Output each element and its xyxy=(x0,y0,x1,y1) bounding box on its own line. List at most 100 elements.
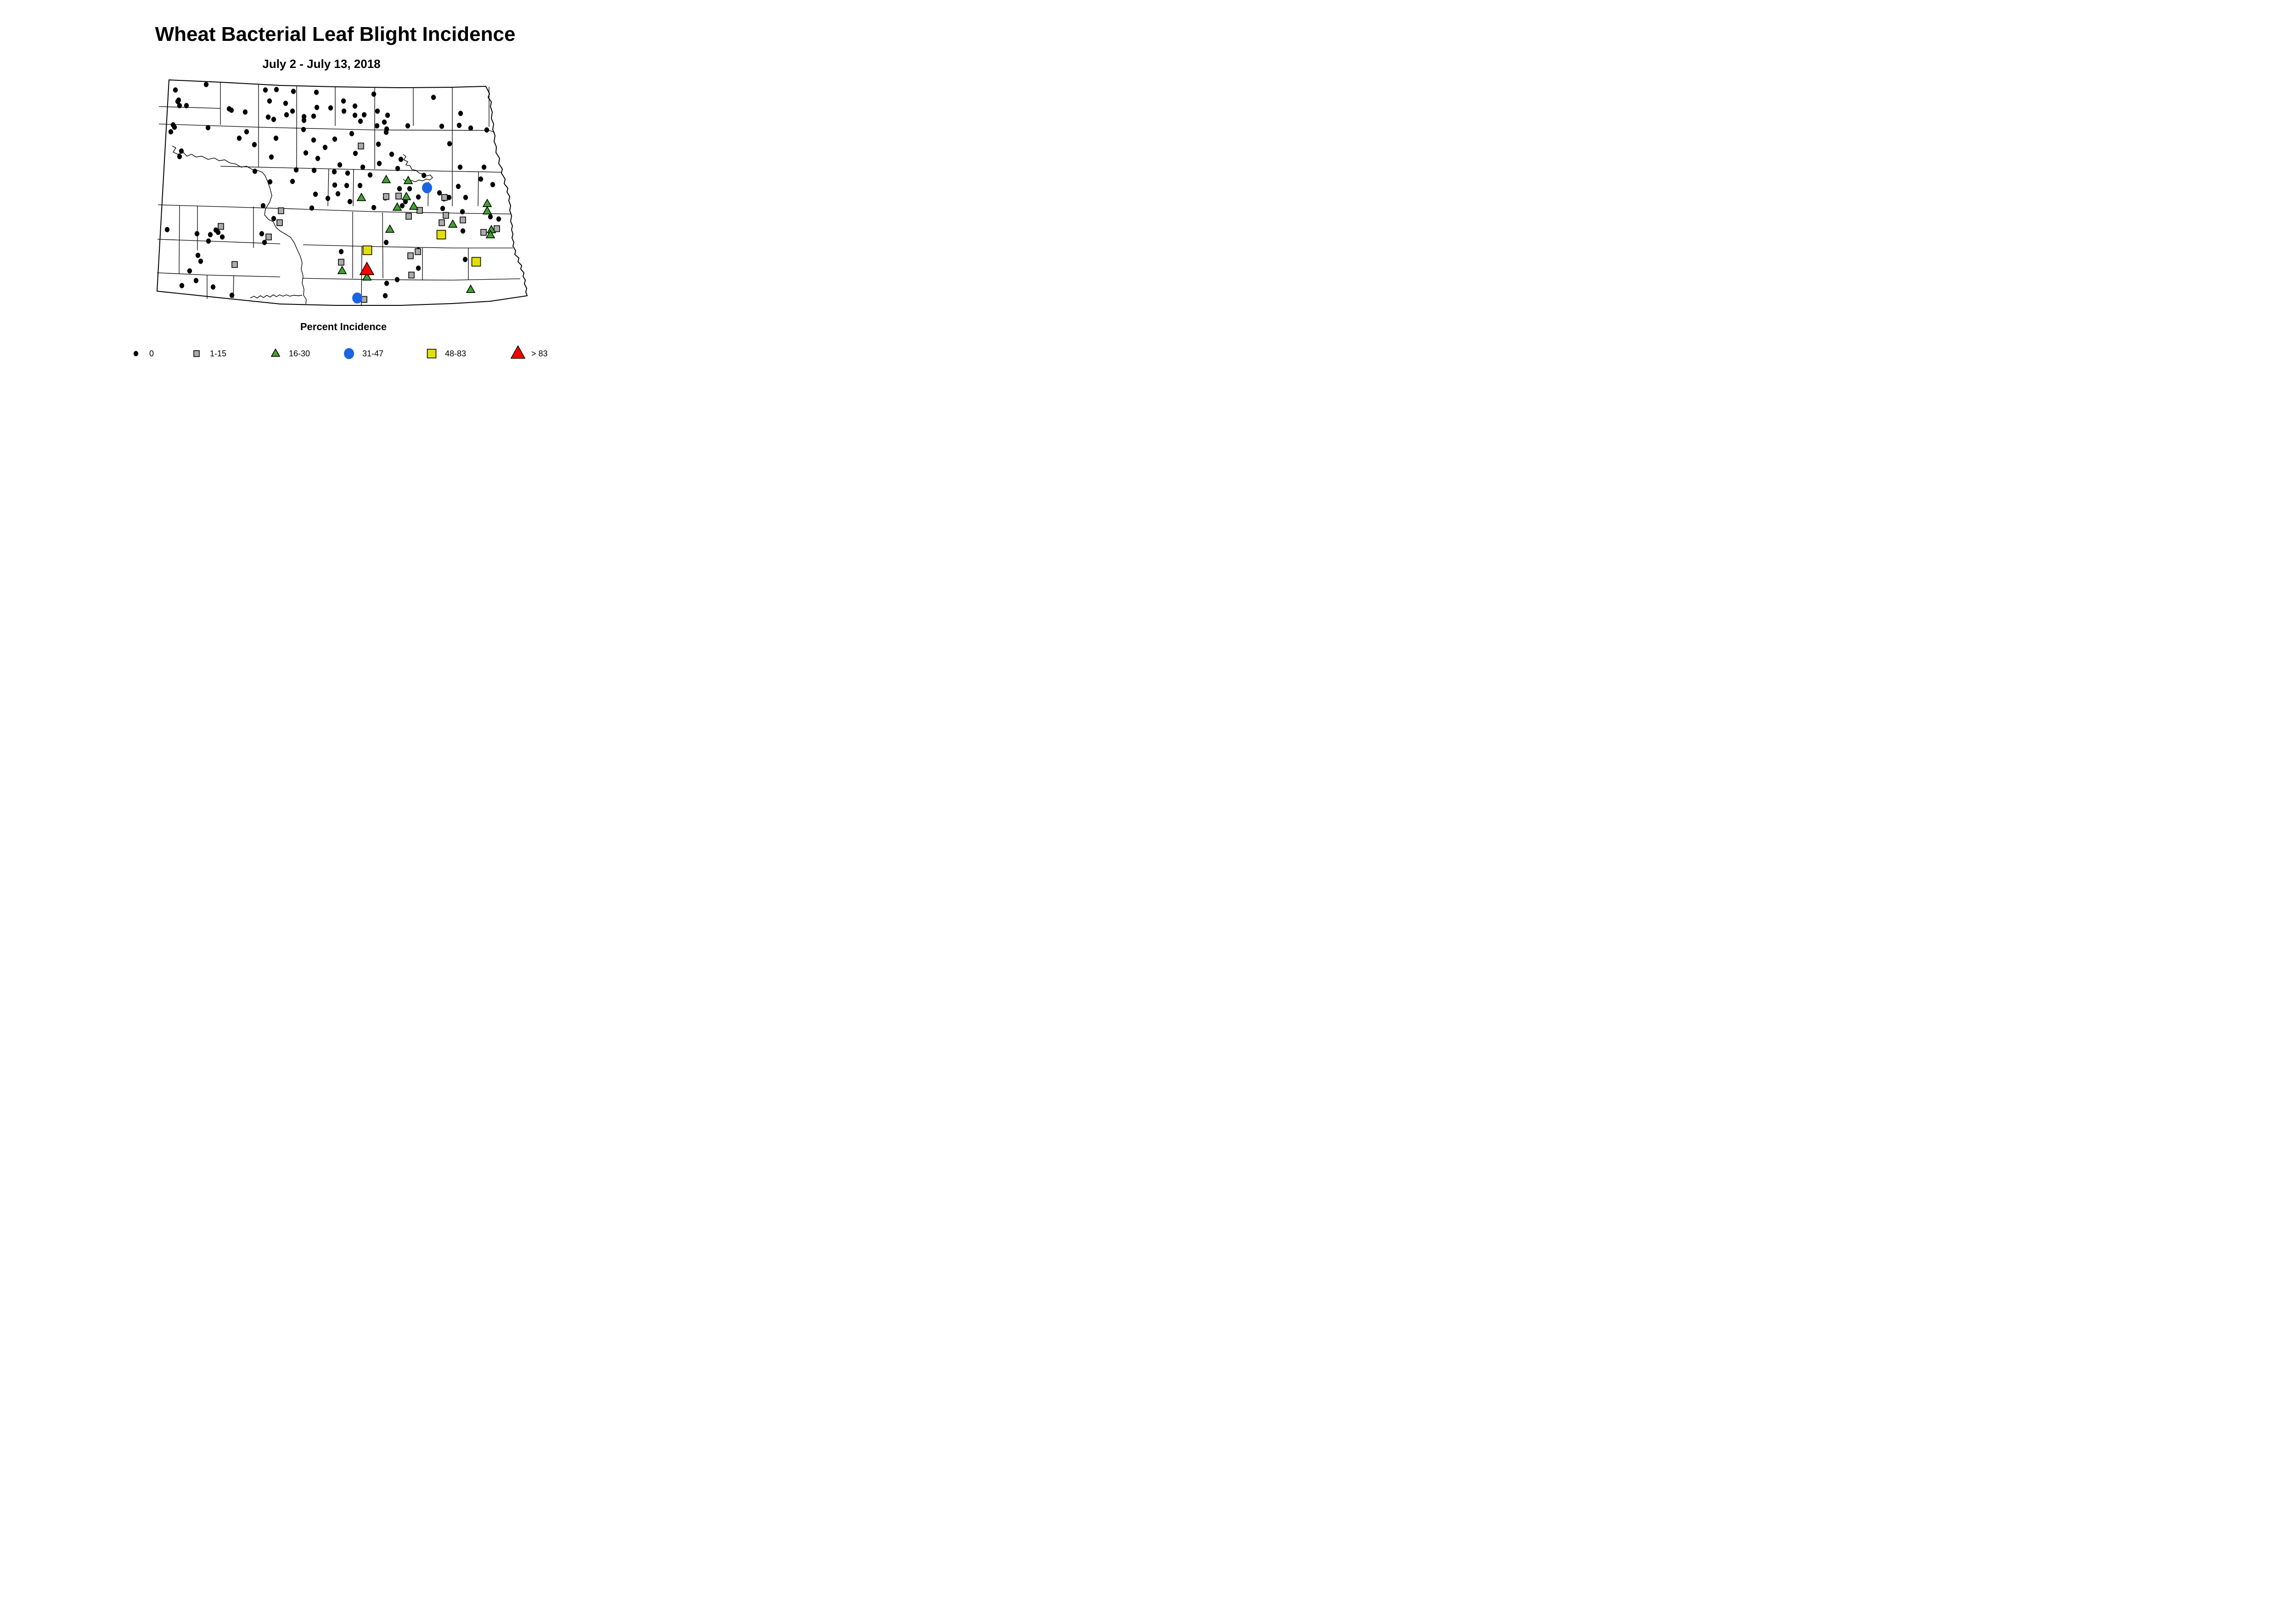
legend-label: > 83 xyxy=(531,349,548,358)
map-marker-0 xyxy=(345,170,350,176)
map-marker-0 xyxy=(458,111,463,116)
map-marker-0 xyxy=(407,186,412,191)
map-marker-0 xyxy=(337,162,343,168)
map-marker-0 xyxy=(332,182,338,188)
map-marker-0 xyxy=(205,125,211,130)
map-marker-0 xyxy=(496,216,501,222)
map-marker-0 xyxy=(301,114,307,119)
map-marker-0 xyxy=(322,145,328,150)
map-marker-0 xyxy=(309,205,315,211)
map-marker-0 xyxy=(283,101,288,106)
map-marker-0 xyxy=(290,108,295,114)
map-marker-0 xyxy=(341,108,347,114)
map-marker-0 xyxy=(456,184,461,189)
map-marker-0 xyxy=(478,176,484,182)
map-marker-0 xyxy=(229,293,235,298)
map-marker-0 xyxy=(271,216,276,221)
map-marker-115 xyxy=(460,216,466,224)
map-marker-0 xyxy=(252,142,257,147)
legend-marker-icon xyxy=(133,351,139,356)
map-marker-0 xyxy=(383,129,389,135)
map-marker-0 xyxy=(484,127,490,133)
legend-label: 16-30 xyxy=(289,349,310,358)
map-marker-0 xyxy=(265,114,271,120)
map-marker-0 xyxy=(395,166,400,171)
legend-item-3147: 31-47 xyxy=(341,343,383,364)
map-marker-0 xyxy=(462,257,468,262)
map-marker-83 xyxy=(359,261,375,276)
map-marker-0 xyxy=(347,199,353,204)
incidence-markers xyxy=(164,82,501,304)
map-marker-0 xyxy=(371,205,377,210)
map-marker-0 xyxy=(332,169,337,175)
map-marker-115 xyxy=(439,219,445,226)
map-marker-115 xyxy=(443,212,449,219)
map-marker-0 xyxy=(328,105,333,111)
map-marker-0 xyxy=(371,91,377,97)
map-marker-0 xyxy=(437,190,442,196)
map-marker-0 xyxy=(314,105,320,110)
page-title: Wheat Bacterial Leaf Blight Incidence xyxy=(155,23,516,45)
legend-item-115: 1-15 xyxy=(188,343,226,364)
map-marker-0 xyxy=(463,195,468,200)
legend-item-4883: 48-83 xyxy=(423,343,466,364)
map-marker-0 xyxy=(311,137,316,143)
map-marker-0 xyxy=(263,87,268,93)
map-marker-0 xyxy=(173,87,178,93)
map-marker-0 xyxy=(291,89,296,94)
map-marker-1630 xyxy=(337,265,347,274)
map-marker-115 xyxy=(383,193,389,200)
legend-item-83: > 83 xyxy=(510,343,548,364)
map-marker-0 xyxy=(353,151,358,156)
map-marker-0 xyxy=(332,136,338,142)
map-marker-0 xyxy=(338,249,344,254)
map-marker-0 xyxy=(311,113,316,119)
map-marker-0 xyxy=(344,183,349,188)
map-marker-115 xyxy=(416,207,423,214)
map-marker-0 xyxy=(382,119,387,125)
map-marker-0 xyxy=(389,152,394,157)
map-marker-0 xyxy=(397,186,402,191)
map-marker-0 xyxy=(252,169,258,174)
map-marker-1630 xyxy=(409,201,419,210)
legend-marker-icon xyxy=(510,345,526,359)
map-marker-115 xyxy=(338,259,344,266)
map-marker-115 xyxy=(407,252,414,259)
legend-title: Percent Incidence xyxy=(300,321,387,332)
map-marker-0 xyxy=(184,103,189,108)
map-marker-0 xyxy=(383,293,388,298)
map-marker-115 xyxy=(408,271,415,279)
map-marker-0 xyxy=(377,161,382,166)
map-marker-1630 xyxy=(385,224,395,233)
map-marker-1630 xyxy=(356,192,366,201)
map-marker-0 xyxy=(271,117,276,122)
map-marker-0 xyxy=(273,135,279,141)
map-marker-3147 xyxy=(422,182,432,193)
map-marker-1630 xyxy=(448,219,458,228)
map-marker-0 xyxy=(439,124,445,129)
map-marker-0 xyxy=(431,95,436,100)
map-marker-0 xyxy=(303,150,309,156)
map-marker-0 xyxy=(210,284,216,290)
legend-marker-icon xyxy=(427,349,437,359)
map-marker-0 xyxy=(325,196,331,201)
map-marker-0 xyxy=(315,156,321,161)
map-marker-0 xyxy=(440,206,445,211)
missouri-river-lake-sakakawea xyxy=(172,146,307,304)
map-marker-0 xyxy=(376,141,381,147)
map-marker-1630 xyxy=(362,272,372,281)
map-marker-0 xyxy=(269,154,274,160)
map-marker-0 xyxy=(394,277,400,282)
map-marker-0 xyxy=(244,129,249,135)
map-marker-0 xyxy=(358,118,363,124)
map-marker-0 xyxy=(187,268,192,274)
legend-marker-icon xyxy=(193,350,200,357)
map-marker-115 xyxy=(480,229,487,236)
map-marker-115 xyxy=(218,223,224,230)
map-marker-1630 xyxy=(381,175,391,183)
map-marker-0 xyxy=(460,228,466,234)
legend-item-0: 0 xyxy=(128,343,154,364)
map-marker-1630 xyxy=(466,284,476,293)
map-marker-0 xyxy=(403,199,408,204)
map-marker-1630 xyxy=(401,191,411,200)
